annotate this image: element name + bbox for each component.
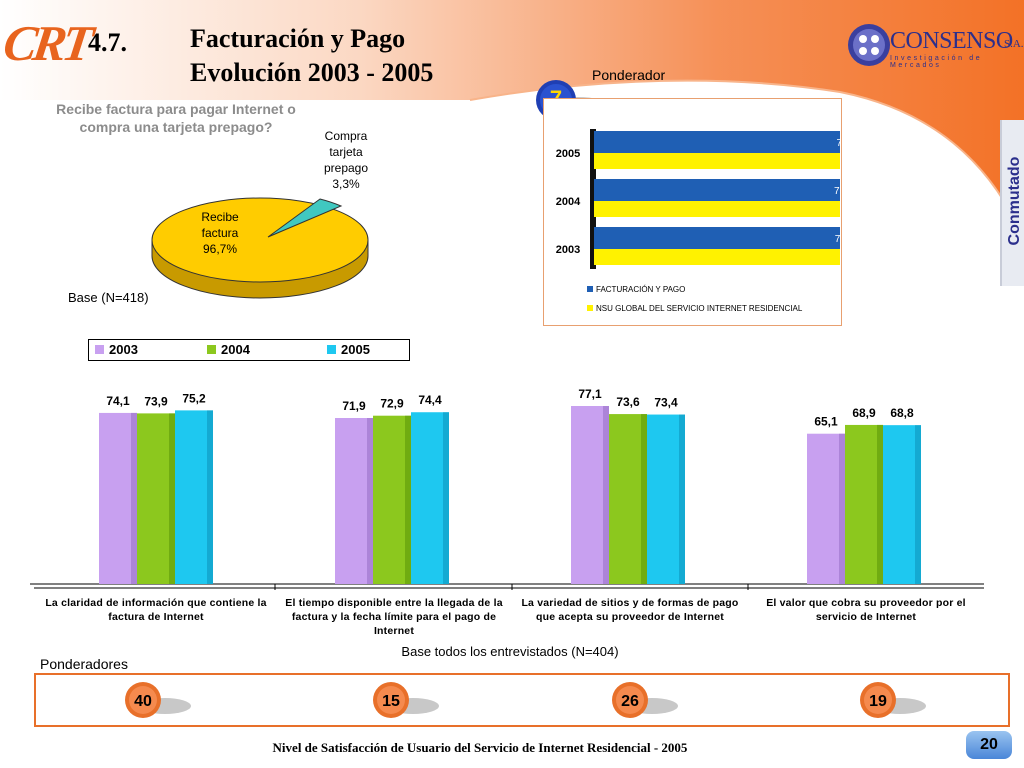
ponderadores-badges: 40 15 26 19 [125, 682, 926, 718]
pie-chart [151, 197, 369, 299]
column-label-2003-4: 65,1 [814, 415, 838, 429]
legend-swatch-2003 [95, 345, 104, 354]
hbar-legend-fact: FACTURACIÓN Y PAGO [596, 285, 685, 294]
hbar-category-2003: 2003 [556, 244, 580, 256]
hbar-fact-label-2005: 73,4 [837, 138, 840, 149]
hbar-legend-swatch-fact [587, 286, 593, 292]
column-bar-shade-2005-1 [207, 410, 213, 584]
column-bar-2004-4 [845, 424, 883, 584]
pie-slice-compra-tarjeta [267, 198, 343, 238]
hbar-fact-2004 [594, 179, 840, 201]
column-bar-2005-1 [175, 410, 213, 584]
column-label-2004-3: 73,6 [616, 395, 640, 409]
consenso-logo-icon [848, 24, 890, 66]
pie-label-recibe-factura: Recibe factura 96,7% [201, 210, 239, 256]
legend-swatch-2004 [207, 345, 216, 354]
hbar-legend-nsu: NSU GLOBAL DEL SERVICIO INTERNET RESIDEN… [596, 304, 803, 313]
pie-slice-recibe-factura [151, 197, 369, 283]
column-bar-shade-2003-4 [839, 433, 845, 584]
hbar-category-2005: 2005 [556, 148, 580, 160]
hbar-legend-swatch-nsu [587, 305, 593, 311]
category-label-3: La variedad de sitios y de formas de pag… [521, 597, 739, 623]
hbar-nsu-2005 [594, 153, 840, 169]
crt-logo: CRT [0, 15, 94, 71]
column-bar-2004-2 [373, 415, 411, 584]
ponderador-value-1: 40 [134, 693, 152, 710]
category-label-1: La claridad de información que contiene … [45, 597, 267, 623]
column-bar-2005-4 [883, 425, 921, 584]
ponderadores-label: Ponderadores [40, 656, 128, 672]
column-bar-2004-1 [137, 413, 175, 584]
hbar-fact-label-2003: 72,9 [835, 234, 840, 245]
page-number: 20 [966, 731, 1012, 759]
column-label-2005-2: 74,4 [418, 393, 442, 407]
ponderador-value-2: 15 [382, 693, 400, 710]
side-tab-conmutado[interactable]: Conmutado [1000, 120, 1024, 286]
column-bar-shade-2003-3 [603, 406, 609, 584]
column-label-2005-1: 75,2 [182, 391, 206, 405]
column-label-2005-3: 73,4 [654, 396, 678, 410]
ponderadores-panel [34, 673, 1010, 727]
column-bar-2003-4 [807, 433, 845, 584]
page-title: Facturación y Pago [190, 24, 406, 53]
brand-tagline: Investigación de Mercados [890, 55, 983, 69]
column-label-2003-3: 77,1 [578, 387, 602, 401]
side-tab-label: Conmutado [1006, 156, 1023, 246]
column-bar-2005-2 [411, 412, 449, 584]
column-bar-2003-3 [571, 406, 609, 584]
pie-base: Base (N=418) [68, 290, 149, 305]
hbar-axis [590, 129, 596, 269]
column-bar-2003-2 [335, 418, 373, 584]
ponderador-badge-inner-4 [864, 686, 892, 714]
column-bar-shade-2004-3 [641, 414, 647, 584]
column-label-2004-2: 72,9 [380, 397, 404, 411]
column-bar-shade-2004-2 [405, 415, 411, 584]
column-bar-shade-2005-4 [915, 425, 921, 584]
column-bar-shade-2004-1 [169, 413, 175, 584]
legend-label-2003: 2003 [109, 342, 138, 357]
section-number: 4.7. [88, 28, 127, 57]
column-bar-shade-2004-4 [877, 424, 883, 584]
ponderador-badge-inner-3 [616, 686, 644, 714]
hbar-category-2004: 2004 [556, 196, 581, 208]
footer-text: Nivel de Satisfacción de Usuario del Ser… [272, 740, 688, 755]
column-bar-2004-3 [609, 414, 647, 584]
column-label-2004-4: 68,9 [852, 406, 876, 420]
legend-swatch-2005 [327, 345, 336, 354]
category-label-4: El valor que cobra su proveedor por el s… [766, 597, 966, 623]
hbar-nsu-2004 [594, 201, 840, 217]
pie-label-compra-tarjeta: Compra tarjeta prepago 3,3% [323, 129, 369, 191]
column-label-2004-1: 73,9 [144, 394, 168, 408]
column-bar-shade-2005-2 [443, 412, 449, 584]
hbar-chart: 200573,471,8200472,772,8200372,973,0FACT… [556, 129, 840, 313]
column-bar-2005-3 [647, 414, 685, 584]
hbar-fact-2005 [594, 131, 840, 153]
column-bar-shade-2005-3 [679, 414, 685, 584]
column-label-2003-1: 74,1 [106, 394, 130, 408]
category-label-2: El tiempo disponible entre la llegada de… [285, 597, 503, 637]
hbar-fact-2003 [594, 227, 840, 249]
hbar-nsu-2003 [594, 249, 840, 265]
column-label-2005-4: 68,8 [890, 406, 914, 420]
hbar-fact-label-2004: 72,7 [834, 186, 840, 197]
brand-name: CONSENSO [890, 28, 1013, 54]
page-subtitle: Evolución 2003 - 2005 [190, 58, 434, 87]
column-chart: 74,1 73,9 75,2 71,9 72,9 74,4 77,1 73,6 73,4 65,1… [30, 387, 984, 590]
ponderador-label: Ponderador [592, 67, 666, 83]
column-chart-base: Base todos los entrevistados (N=404) [401, 644, 619, 659]
column-chart-legend: 2003 2004 2005 [88, 339, 410, 361]
column-label-2003-2: 71,9 [342, 399, 366, 413]
column-bar-shade-2003-1 [131, 412, 137, 584]
ponderador-value-3: 26 [621, 693, 639, 710]
ponderador-badge-inner-2 [377, 686, 405, 714]
ponderador-value-4: 19 [869, 693, 887, 710]
ponderador-badge-inner-1 [129, 686, 157, 714]
column-bar-shade-2003-2 [367, 418, 373, 584]
pie-title: Recibe factura para pagar Internet o com… [56, 101, 296, 135]
legend-label-2004: 2004 [221, 342, 250, 357]
legend-label-2005: 2005 [341, 342, 370, 357]
brand-suffix: S.A. [1004, 38, 1024, 50]
column-bar-2003-1 [99, 412, 137, 584]
